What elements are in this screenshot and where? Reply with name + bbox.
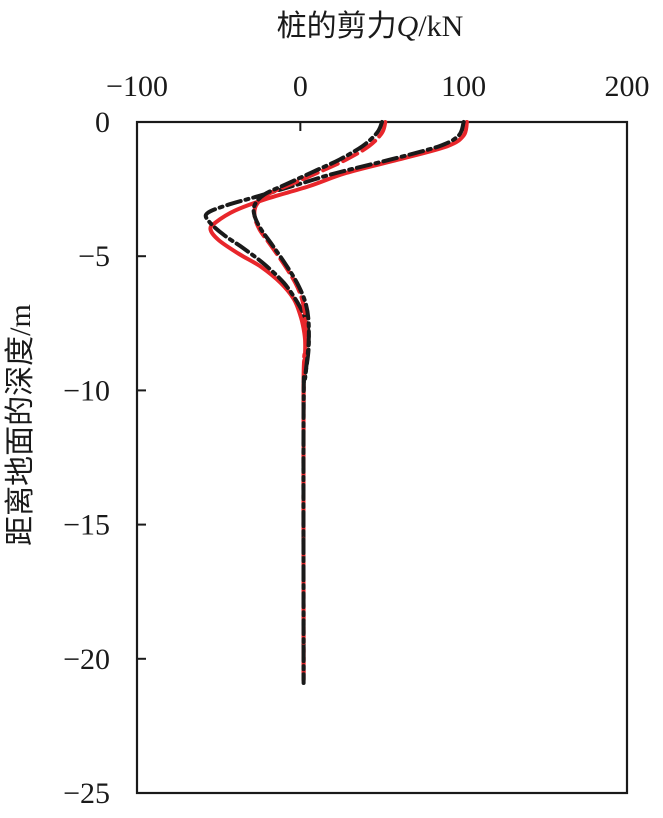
x-axis-title: 桩的剪力Q/kN xyxy=(277,10,464,43)
y-tick-label: −10 xyxy=(63,374,110,407)
x-tick-label: 200 xyxy=(605,70,650,103)
y-tick-label: 0 xyxy=(95,106,110,139)
y-tick-label: −20 xyxy=(63,643,110,676)
y-tick-label: −5 xyxy=(78,240,110,273)
x-axis-title-prefix: 桩的剪力 xyxy=(277,10,397,43)
series-line-3 xyxy=(252,120,388,675)
series-line-1 xyxy=(208,120,469,683)
series-line-4 xyxy=(251,120,384,685)
x-axis-title-unit: /kN xyxy=(418,10,463,43)
series-line-2 xyxy=(203,120,466,685)
x-axis-title-var: Q xyxy=(397,10,419,43)
x-tick-label: 0 xyxy=(293,70,308,103)
x-tick-label: −100 xyxy=(106,70,168,103)
y-axis-title: 距离地面的深度/m xyxy=(4,304,37,546)
y-tick-label: −15 xyxy=(63,509,110,542)
y-tick-label: −25 xyxy=(63,777,110,810)
x-tick-label: 100 xyxy=(441,70,486,103)
